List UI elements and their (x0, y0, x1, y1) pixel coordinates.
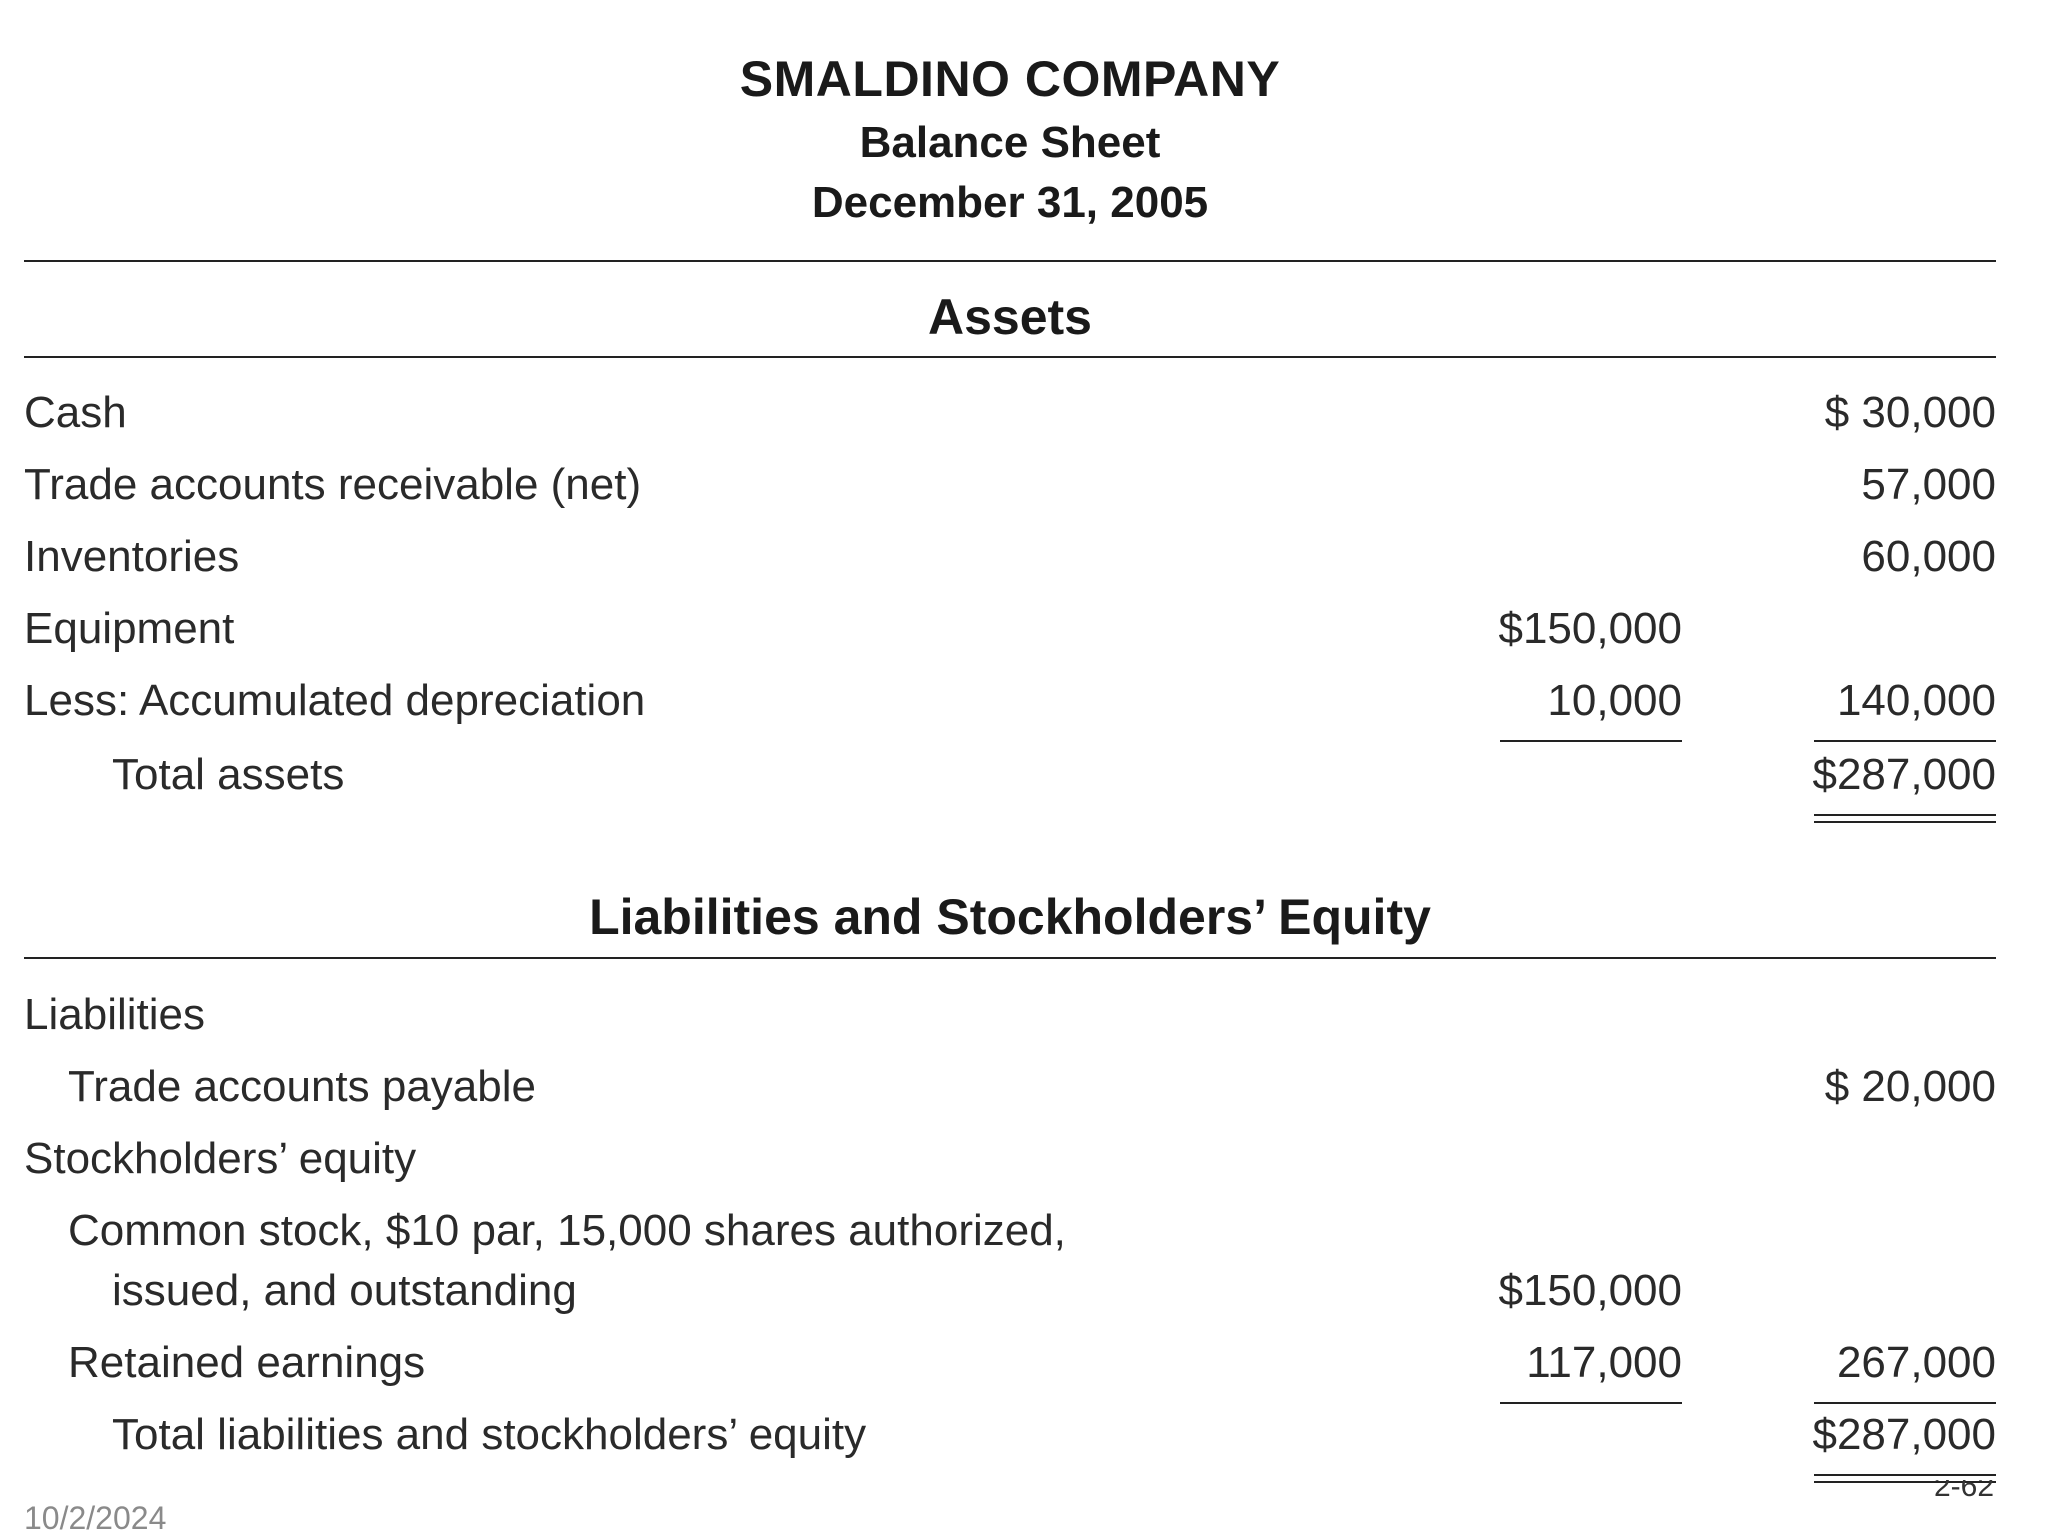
row-total-liab-equity-amount: $287,000 (1812, 1410, 1996, 1459)
liabilities-heading: Liabilities and Stockholders’ Equity (589, 889, 1431, 945)
row-receivable-label: Trade accounts receivable (net) (24, 460, 642, 509)
row-payable-amount: $ 20,000 (1824, 1062, 1996, 1111)
depreciation-underline (1500, 740, 1682, 742)
row-equipment-label: Equipment (24, 604, 235, 653)
assets-rule (24, 356, 1996, 358)
row-common-stock-label: Common stock, $10 par, 15,000 shares aut… (68, 1206, 1066, 1255)
footer-date: 10/2/2024 (24, 1500, 167, 1536)
net-equipment-underline (1814, 740, 1996, 742)
row-equity-label: Stockholders’ equity (24, 1134, 417, 1183)
liabilities-rule (24, 957, 1996, 959)
total-assets-double-underline (1814, 814, 1996, 823)
row-inventories-amount: 60,000 (1861, 532, 1996, 581)
company-name: SMALDINO COMPANY (739, 51, 1281, 107)
row-net-equipment-amount: 140,000 (1836, 676, 1996, 725)
row-inventories-label: Inventories (24, 532, 240, 581)
row-total-equity-amount: 267,000 (1836, 1338, 1996, 1387)
row-payable-label: Trade accounts payable (68, 1062, 536, 1111)
retained-underline (1500, 1402, 1682, 1404)
row-cash-amount: $ 30,000 (1824, 388, 1996, 437)
row-depreciation-label: Less: Accumulated depreciation (24, 676, 646, 725)
row-retained-amount: 117,000 (1526, 1338, 1682, 1387)
row-depreciation-amount: 10,000 (1547, 676, 1682, 725)
assets-heading: Assets (928, 289, 1092, 345)
row-cash-label: Cash (24, 388, 127, 437)
row-receivable-amount: 57,000 (1861, 460, 1996, 509)
total-liab-equity-double-underline (1814, 1474, 1996, 1483)
statement-date: December 31, 2005 (811, 178, 1209, 227)
header-rule (24, 260, 1996, 262)
row-total-liab-equity-label: Total liabilities and stockholders’ equi… (112, 1410, 867, 1459)
row-retained-label: Retained earnings (68, 1338, 426, 1387)
row-total-assets-label: Total assets (112, 750, 345, 799)
total-equity-underline (1814, 1402, 1996, 1404)
row-common-stock-label-cont: issued, and outstanding (112, 1266, 577, 1315)
page-number: 2-62 (1933, 1480, 1994, 1503)
row-equipment-amount: $150,000 (1498, 604, 1682, 653)
row-common-stock-amount: $150,000 (1498, 1266, 1682, 1315)
row-total-assets-amount: $287,000 (1812, 750, 1996, 799)
statement-title: Balance Sheet (859, 118, 1161, 167)
row-liabilities-label: Liabilities (24, 990, 205, 1039)
